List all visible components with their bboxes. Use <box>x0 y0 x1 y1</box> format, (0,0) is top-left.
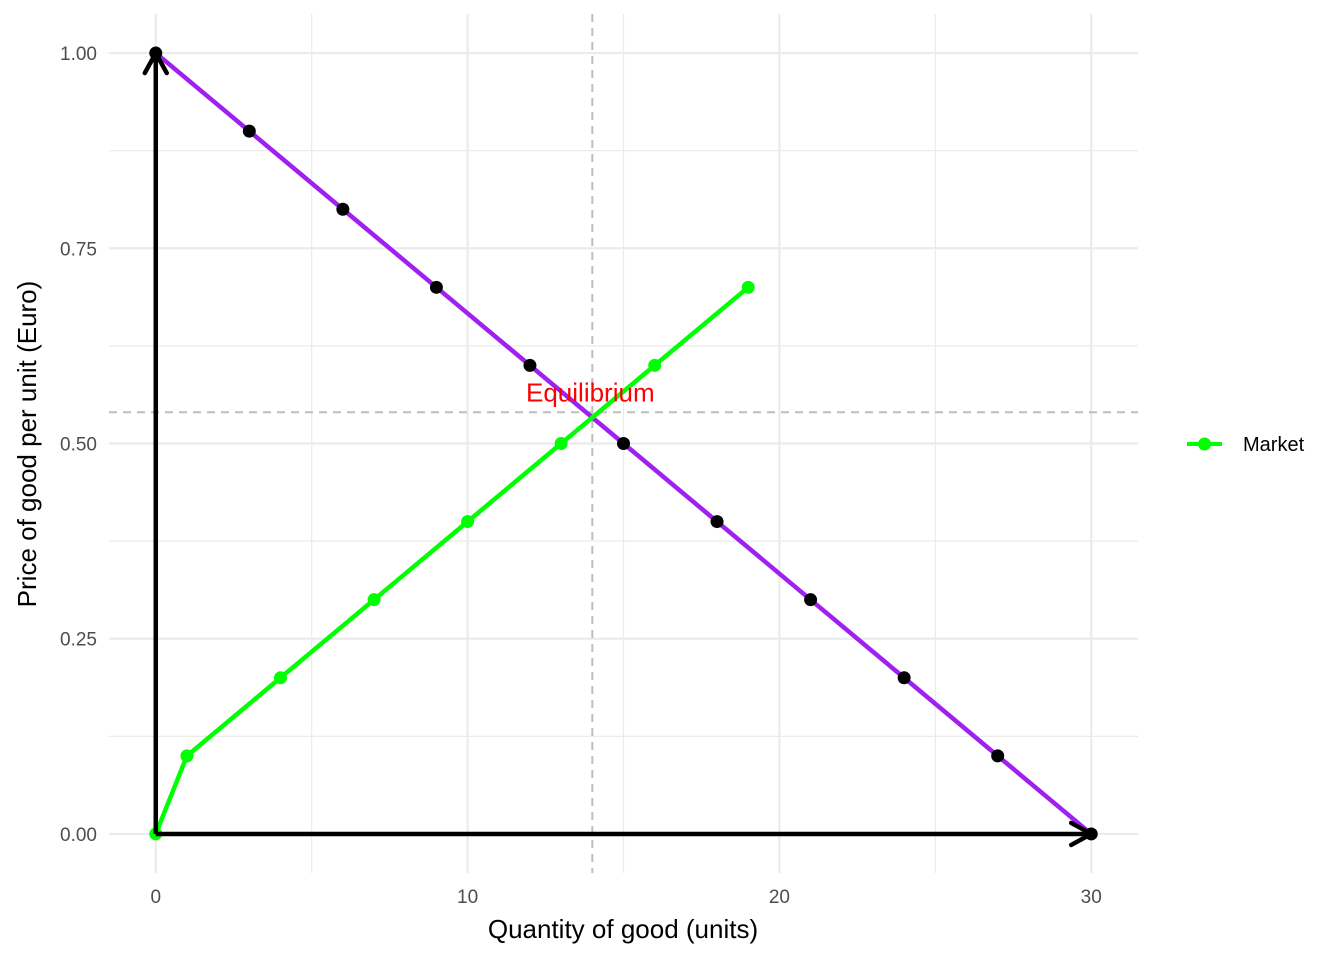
data-point-series-0-8 <box>897 671 911 685</box>
x-tick-label-30: 30 <box>1081 887 1102 908</box>
x-tick-label-0: 0 <box>150 887 161 908</box>
data-point-market-5 <box>554 437 568 450</box>
data-point-market-4 <box>461 515 475 529</box>
y-tick-labels: 0.00 0.25 0.50 0.75 1.00 <box>60 44 97 846</box>
data-point-market-2 <box>274 671 287 685</box>
y-tick-label-0.75: 0.75 <box>60 239 97 260</box>
data-point-market-3 <box>367 593 381 607</box>
annotations: Equilibrium <box>526 378 655 408</box>
y-axis-title: Price of good per unit (Euro) <box>12 281 42 608</box>
axis-arrows <box>142 48 1096 848</box>
legend-key-point-market <box>1198 437 1211 451</box>
data-point-series-0-6 <box>710 515 724 529</box>
data-point-series-0-4 <box>523 358 537 372</box>
minor-gridlines <box>109 14 1138 873</box>
data-point-series-0-5 <box>617 437 630 450</box>
y-tick-label-0.00: 0.00 <box>60 825 97 846</box>
legend-label-market: Market <box>1243 434 1305 456</box>
data-point-market-6 <box>648 358 662 372</box>
data-point-series-0-1 <box>242 124 256 138</box>
y-tick-label-1.00: 1.00 <box>60 44 97 65</box>
x-tick-labels: 0 10 20 30 <box>150 887 1101 908</box>
data-point-market-1 <box>180 749 194 763</box>
x-axis-title: Quantity of good (units) <box>488 914 758 944</box>
x-tick-label-10: 10 <box>457 887 478 908</box>
data-point-series-0-9 <box>991 749 1005 763</box>
y-axis-arrow-head <box>142 48 170 76</box>
x-axis-arrow-head <box>1068 820 1096 848</box>
data-point-series-0-3 <box>429 280 443 294</box>
y-tick-label-0.25: 0.25 <box>60 630 97 651</box>
y-tick-label-0.50: 0.50 <box>60 435 97 456</box>
data-point-series-0-7 <box>804 593 818 607</box>
data-point-series-0-2 <box>336 202 350 216</box>
data-point-market-7 <box>741 280 755 294</box>
series-line-market <box>153 285 751 837</box>
legend: Market <box>1187 434 1305 456</box>
x-tick-label-20: 20 <box>769 887 790 908</box>
reference-lines <box>109 14 1138 873</box>
annotation-equilibrium: Equilibrium <box>526 378 655 408</box>
